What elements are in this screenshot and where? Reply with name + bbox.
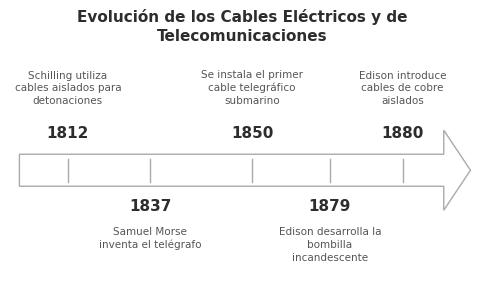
Text: 1880: 1880 xyxy=(380,126,423,141)
Text: Se instala el primer
cable telegráfico
submarino: Se instala el primer cable telegráfico s… xyxy=(201,70,302,106)
Text: 1837: 1837 xyxy=(129,199,171,214)
Text: 1850: 1850 xyxy=(230,126,273,141)
Text: Samuel Morse
inventa el telégrafo: Samuel Morse inventa el telégrafo xyxy=(99,227,201,251)
Text: 1879: 1879 xyxy=(308,199,350,214)
Text: Schilling utiliza
cables aislados para
detonaciones: Schilling utiliza cables aislados para d… xyxy=(15,71,121,106)
Text: Edison desarrolla la
bombilla
incandescente: Edison desarrolla la bombilla incandesce… xyxy=(278,227,380,262)
FancyArrow shape xyxy=(19,130,469,210)
Text: 1812: 1812 xyxy=(46,126,89,141)
Text: Evolución de los Cables Eléctricos y de
Telecomunicaciones: Evolución de los Cables Eléctricos y de … xyxy=(77,9,407,44)
Text: Edison introduce
cables de cobre
aislados: Edison introduce cables de cobre aislado… xyxy=(358,71,445,106)
